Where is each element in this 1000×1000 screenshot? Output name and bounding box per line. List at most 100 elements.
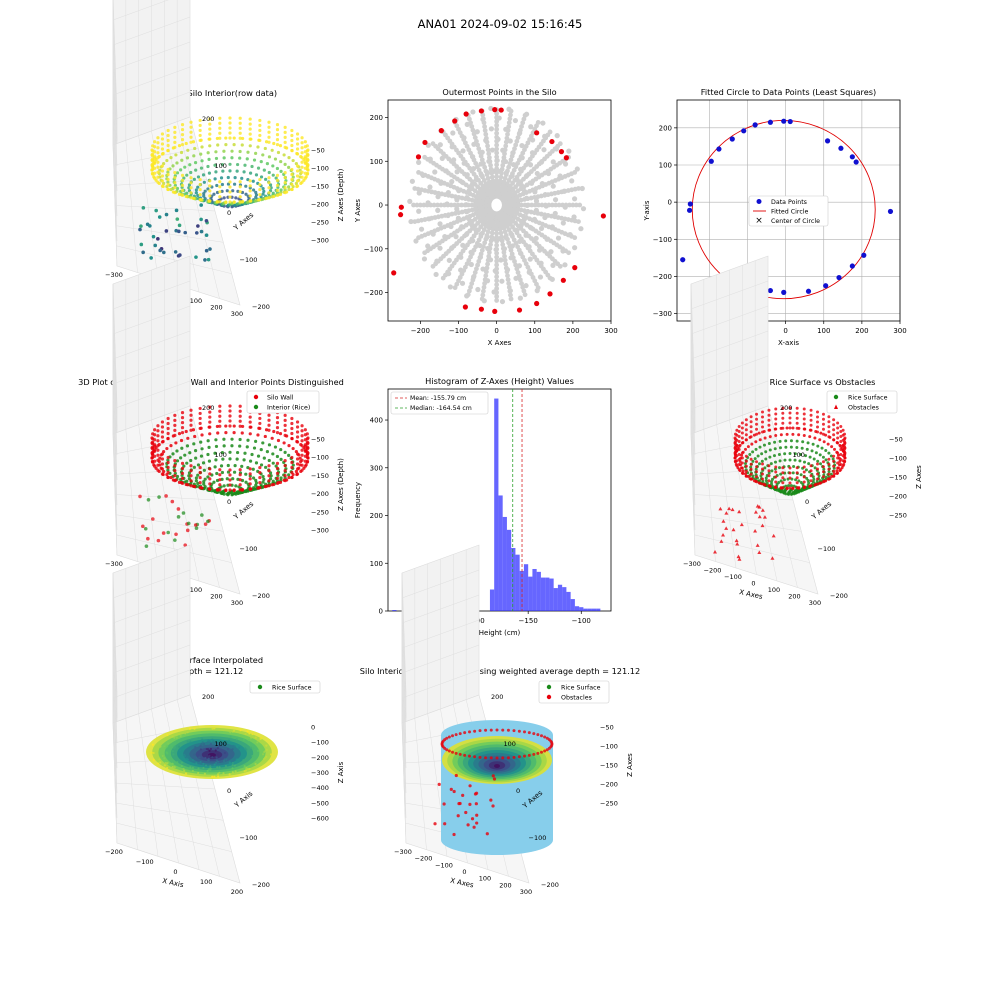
outer-point	[462, 304, 468, 310]
outer-point	[478, 108, 484, 114]
grey-point	[502, 175, 508, 181]
surface-point	[161, 754, 164, 758]
surface-point	[254, 481, 259, 485]
grey-point	[521, 116, 527, 122]
grey-point	[469, 124, 475, 129]
grey-point	[474, 138, 479, 144]
outlier-point	[203, 258, 207, 262]
wall-point	[827, 435, 831, 439]
wall-point	[290, 426, 294, 431]
grey-point	[480, 292, 486, 298]
wall-point	[166, 431, 170, 436]
wall-point	[802, 485, 806, 489]
x-tick-label: 0	[173, 868, 177, 876]
x-tick-label: −300	[105, 560, 123, 568]
data-point	[838, 145, 844, 151]
surface-point	[184, 482, 188, 487]
wall-point	[749, 467, 753, 471]
surface-point	[783, 452, 787, 456]
surface-point	[291, 175, 295, 179]
obstacle-point	[539, 734, 543, 738]
surface-point	[217, 753, 220, 756]
grey-point	[494, 294, 500, 299]
wall-point	[290, 143, 294, 148]
wall-point	[839, 445, 843, 449]
surface-point	[247, 739, 250, 742]
surface-point	[256, 454, 261, 458]
surface-point	[182, 767, 185, 771]
data-point	[752, 122, 758, 128]
grey-point	[525, 202, 531, 208]
surface-point	[294, 469, 298, 474]
wall-point	[238, 488, 242, 492]
wall-point	[841, 459, 845, 463]
grey-point	[498, 174, 504, 180]
wall-point	[238, 131, 242, 135]
grey-points-group	[407, 105, 587, 305]
surface-point	[271, 164, 275, 168]
grey-point	[508, 296, 514, 302]
x-axis-label: X Axes	[488, 339, 512, 347]
z-axis-label: Z Axes	[626, 753, 634, 777]
wall-point	[283, 125, 287, 129]
wall-point	[795, 421, 799, 425]
wall-point	[809, 474, 813, 478]
surface-point	[275, 454, 280, 459]
wall-point	[258, 128, 262, 133]
obstacle-point	[489, 728, 493, 732]
grey-point	[514, 138, 520, 144]
y-tick-label: 100	[659, 162, 672, 170]
wall-point	[781, 406, 785, 410]
surface-point	[237, 743, 240, 747]
x-tick-label: 0	[783, 327, 787, 335]
wall-point	[290, 431, 294, 436]
surface-point	[812, 457, 816, 461]
grey-point	[418, 202, 423, 208]
wall-point	[795, 406, 799, 410]
wall-point	[832, 418, 836, 422]
wall-point	[788, 466, 792, 470]
wall-point	[160, 472, 165, 476]
wall-point	[275, 461, 280, 465]
surface-point	[194, 479, 198, 483]
wall-point	[160, 425, 165, 429]
wall-point	[189, 474, 193, 478]
wall-point	[160, 440, 165, 444]
grey-point	[541, 147, 547, 153]
wall-point	[228, 200, 232, 204]
surface-point	[819, 431, 823, 435]
grey-point	[466, 116, 472, 122]
grey-point	[481, 116, 486, 122]
wall-point	[290, 421, 294, 426]
obstacle-point	[466, 823, 470, 827]
surface-point	[158, 456, 162, 460]
surface-point	[821, 455, 825, 459]
x-tick-label: 300	[893, 327, 906, 335]
wall-point	[816, 462, 819, 466]
surface-point	[818, 438, 822, 442]
wall-point	[300, 463, 304, 467]
surface-point	[235, 738, 238, 741]
wall-point	[258, 426, 262, 431]
surface-point	[764, 476, 768, 480]
x-tick-label: −100	[572, 617, 591, 625]
y-tick-label: 0	[227, 209, 231, 217]
histogram-bar	[392, 610, 397, 611]
grey-point	[494, 278, 500, 284]
surface-point	[216, 760, 220, 763]
y-tick-label: −200	[653, 273, 672, 281]
wall-point	[300, 434, 304, 438]
grey-point	[460, 148, 466, 154]
obstacle-point	[501, 756, 505, 760]
surface-point	[238, 149, 242, 154]
z-axis-label: Z Axes (Depth)	[337, 458, 345, 511]
wall-point	[303, 140, 307, 144]
wall-point	[228, 180, 232, 184]
wall-point	[788, 476, 792, 480]
grey-point	[484, 172, 490, 177]
surface-point	[220, 162, 225, 167]
grey-point	[522, 202, 528, 208]
outlier-point	[186, 521, 191, 526]
wall-point	[228, 116, 232, 120]
panel-3d-rice-obstacles: 3D Scatter Plot: Rice Surface vs Obstacl…	[683, 255, 923, 607]
